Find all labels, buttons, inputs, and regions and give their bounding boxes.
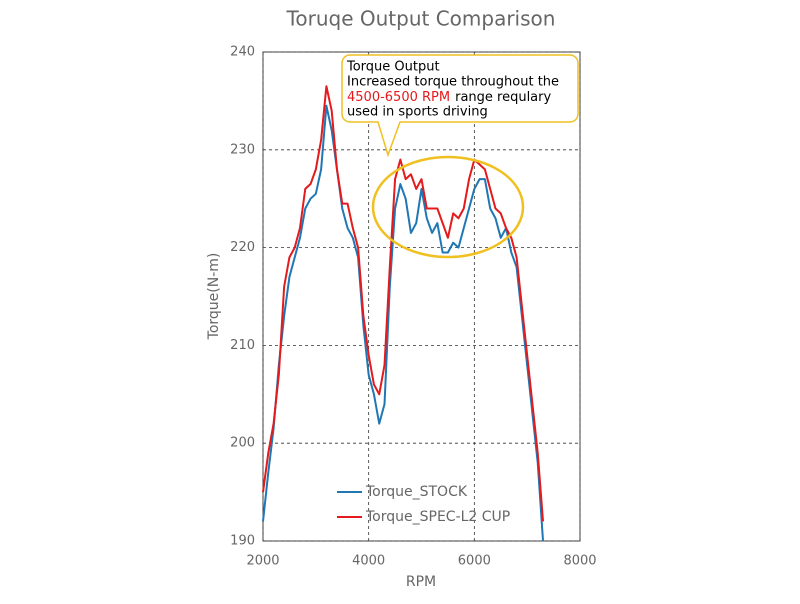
y-tick-label: 220 — [230, 240, 255, 255]
y-tick-label: 240 — [230, 45, 255, 60]
y-tick-label: 190 — [230, 534, 255, 549]
legend-label: Torque_STOCK — [365, 484, 468, 500]
y-axis-label: Torque(N-m) — [206, 253, 222, 341]
callout-box — [341, 54, 579, 158]
x-tick-label: 2000 — [246, 554, 279, 569]
x-tick-label: 4000 — [352, 554, 385, 569]
annotation-text: used in sports driving — [347, 105, 488, 120]
y-tick-label: 210 — [230, 338, 255, 353]
annotation-text: range requlary — [455, 90, 551, 105]
legend-label: Torque_SPEC-L2 CUP — [365, 509, 510, 525]
y-tick-label: 230 — [230, 142, 255, 157]
series-line — [262, 104, 545, 542]
y-tick-label: 200 — [230, 436, 255, 451]
x-tick-label: 8000 — [563, 554, 596, 569]
series-line — [262, 85, 545, 522]
annotation-text: 4500-6500 RPM range requlary — [347, 90, 551, 105]
x-tick-label: 6000 — [458, 554, 491, 569]
chart-title: Toruqe Output Comparison — [286, 7, 556, 31]
annotation-highlight: 4500-6500 RPM — [347, 90, 450, 105]
plot-frame — [262, 51, 581, 542]
highlight-ellipse — [371, 155, 525, 259]
annotation: Torque Output Increased torque throughou… — [341, 54, 579, 259]
annotation-heading: Torque Output — [346, 60, 440, 75]
annotation-text: Increased torque throughout the — [347, 75, 559, 90]
x-axis-label: RPM — [406, 574, 436, 590]
